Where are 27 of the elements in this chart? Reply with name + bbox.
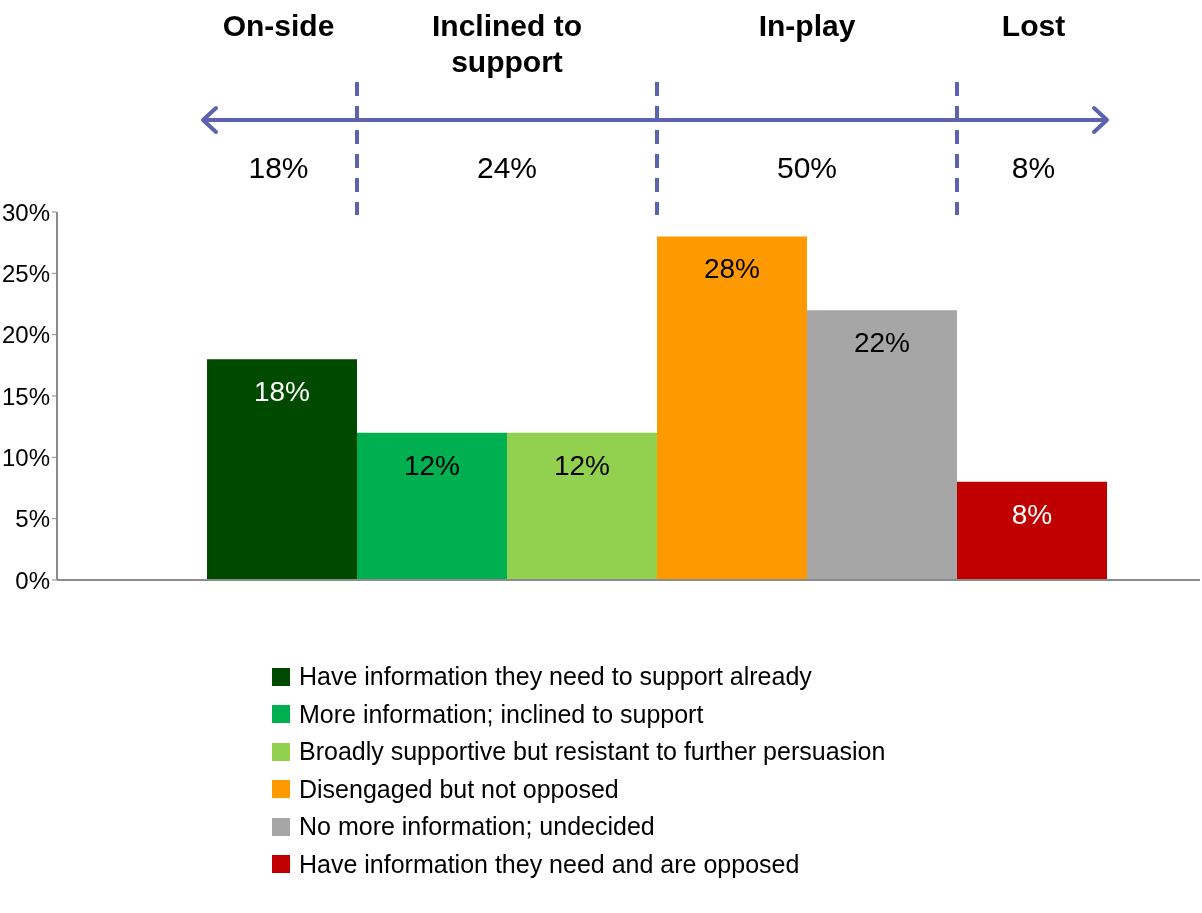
- text: In-play: [757, 8, 857, 44]
- text: 8%: [1010, 150, 1057, 186]
- y-tick-label: 5%: [15, 505, 50, 533]
- legend-label: Disengaged but not opposed: [299, 774, 619, 804]
- y-tick-label: 30%: [1, 198, 50, 226]
- legend-label: Have information they need and are opposed: [299, 849, 800, 879]
- y-tick-label: 0%: [15, 566, 50, 594]
- text: On-side: [221, 8, 336, 44]
- data-label: 18%: [253, 376, 311, 408]
- y-tick-label: 15%: [1, 382, 50, 410]
- text: 24%: [475, 150, 538, 186]
- data-label: 28%: [703, 253, 761, 285]
- data-label: 12%: [403, 449, 461, 481]
- text: 18%: [247, 150, 310, 186]
- data-label: 12%: [553, 449, 611, 481]
- text: 50%: [775, 150, 838, 186]
- legend-label: No more information; undecided: [299, 812, 655, 842]
- data-label: 8%: [1011, 498, 1053, 530]
- y-tick-label: 10%: [1, 443, 50, 471]
- text: Lost: [1000, 8, 1067, 44]
- y-tick-label: 25%: [1, 259, 50, 287]
- y-tick-label: 20%: [1, 321, 50, 349]
- legend-label: Broadly supportive but resistant to further persuasion: [299, 737, 886, 767]
- data-label: 22%: [853, 327, 911, 359]
- legend-label: More information; inclined to support: [299, 699, 704, 729]
- text: Inclined to support: [431, 8, 583, 80]
- legend-label: Have information they need to support already: [299, 662, 812, 692]
